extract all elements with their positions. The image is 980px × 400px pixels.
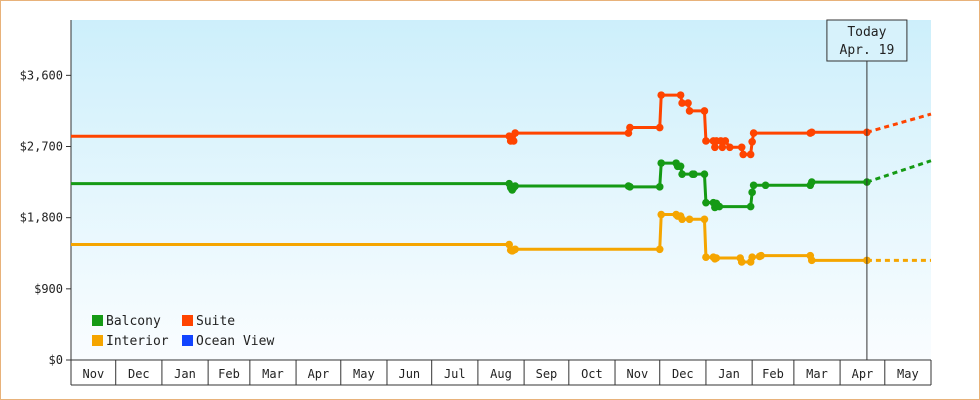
data-point <box>725 143 734 152</box>
y-tick-label: $2,700 <box>20 140 63 154</box>
data-point <box>711 143 719 152</box>
data-point <box>757 251 765 260</box>
data-point <box>678 170 686 178</box>
legend-label: Balcony <box>106 314 161 329</box>
month-label: Mar <box>806 367 828 381</box>
data-point <box>715 202 724 211</box>
data-point <box>700 170 709 178</box>
y-tick-label: $0 <box>49 353 63 367</box>
legend-swatch <box>92 315 103 326</box>
data-point <box>657 210 666 219</box>
data-point <box>685 215 694 224</box>
month-label: Nov <box>627 367 649 381</box>
data-point <box>626 123 634 132</box>
month-label: Oct <box>581 367 603 381</box>
month-label: Nov <box>83 367 105 381</box>
y-tick-label: $3,600 <box>20 68 63 82</box>
data-point <box>685 107 694 115</box>
data-point <box>676 91 685 99</box>
month-label: Mar <box>262 367 284 381</box>
today-box <box>826 19 908 62</box>
month-label: Jan <box>718 367 740 381</box>
legend-label: Interior <box>106 334 169 349</box>
month-label: Feb <box>762 367 784 381</box>
plot-area <box>71 20 931 360</box>
series-layer <box>71 91 932 266</box>
month-label: Jan <box>174 367 196 381</box>
series-suite <box>71 91 932 159</box>
legend-label: Ocean View <box>196 334 274 349</box>
data-point <box>655 183 664 191</box>
data-point <box>746 202 755 211</box>
legend: Balcony Suite Interior Ocean View <box>92 314 274 349</box>
data-point <box>700 215 709 224</box>
legend-swatch <box>182 335 193 346</box>
today-date-label: Apr. 19 <box>840 43 895 58</box>
data-point <box>748 137 756 146</box>
data-point <box>739 150 748 159</box>
data-point <box>807 256 816 265</box>
series-balcony <box>71 159 932 212</box>
data-point <box>749 129 758 137</box>
data-point <box>509 137 518 145</box>
month-label: May <box>353 367 375 381</box>
today-marker: Today Apr. 19 <box>826 19 908 360</box>
y-tick-label: $1,800 <box>20 211 63 225</box>
data-point <box>676 162 685 171</box>
month-label: Apr <box>308 367 330 381</box>
legend-swatch <box>182 315 193 326</box>
month-label: Jul <box>444 367 466 381</box>
month-label: Sep <box>536 367 558 381</box>
data-point <box>678 99 686 107</box>
data-point <box>748 188 756 197</box>
data-point <box>748 253 756 262</box>
month-label: Feb <box>218 367 240 381</box>
y-axis: $0 $900 $1,800 $2,700 $3,600 <box>20 20 72 367</box>
data-point <box>807 128 816 137</box>
data-point <box>511 182 519 190</box>
data-point <box>655 245 664 254</box>
data-point <box>657 91 666 99</box>
data-point <box>749 181 758 190</box>
data-point <box>702 137 710 145</box>
data-point <box>702 253 710 262</box>
month-label: Jun <box>398 367 420 381</box>
month-label: Dec <box>672 367 694 381</box>
month-label: Apr <box>852 367 874 381</box>
data-point <box>626 183 634 191</box>
data-point <box>718 143 727 152</box>
data-point <box>511 129 519 137</box>
y-tick-label: $900 <box>34 282 63 296</box>
data-point <box>511 245 519 254</box>
data-point <box>655 123 664 132</box>
data-point <box>684 99 692 107</box>
data-point <box>807 178 816 186</box>
data-point <box>702 198 710 207</box>
today-label: Today <box>847 25 886 40</box>
data-point <box>761 181 770 190</box>
data-point <box>746 150 755 159</box>
data-point <box>678 215 686 224</box>
projection-line-suite <box>866 112 932 134</box>
month-label: May <box>897 367 919 381</box>
data-point <box>737 258 746 266</box>
data-point <box>737 143 746 152</box>
x-axis: Nov Dec Jan Feb Mar Apr May Jun Jul Aug Sep Oct Nov D… <box>70 359 932 386</box>
data-point <box>700 107 709 115</box>
series-interior <box>71 210 931 266</box>
projection-line-balcony <box>866 159 932 184</box>
data-point <box>657 159 666 167</box>
legend-label: Suite <box>196 314 235 329</box>
data-point <box>712 254 721 262</box>
data-point <box>721 137 730 145</box>
legend-swatch <box>92 335 103 346</box>
data-point <box>690 170 698 178</box>
month-label: Dec <box>128 367 150 381</box>
month-label: Aug <box>490 367 512 381</box>
